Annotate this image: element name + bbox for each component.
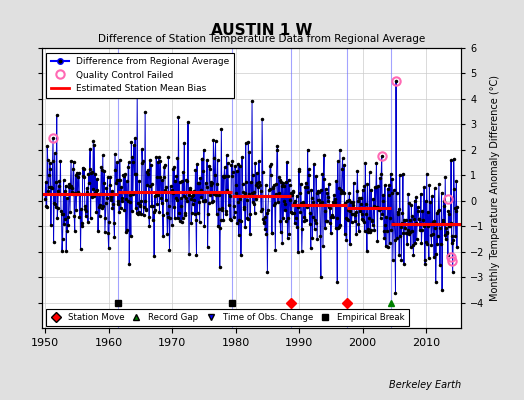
Text: Berkeley Earth: Berkeley Earth <box>389 380 461 390</box>
Legend: Station Move, Record Gap, Time of Obs. Change, Empirical Break: Station Move, Record Gap, Time of Obs. C… <box>46 309 409 326</box>
Y-axis label: Monthly Temperature Anomaly Difference (°C): Monthly Temperature Anomaly Difference (… <box>490 75 500 301</box>
Text: AUSTIN 1 W: AUSTIN 1 W <box>211 23 313 38</box>
Text: Difference of Station Temperature Data from Regional Average: Difference of Station Temperature Data f… <box>99 34 425 44</box>
